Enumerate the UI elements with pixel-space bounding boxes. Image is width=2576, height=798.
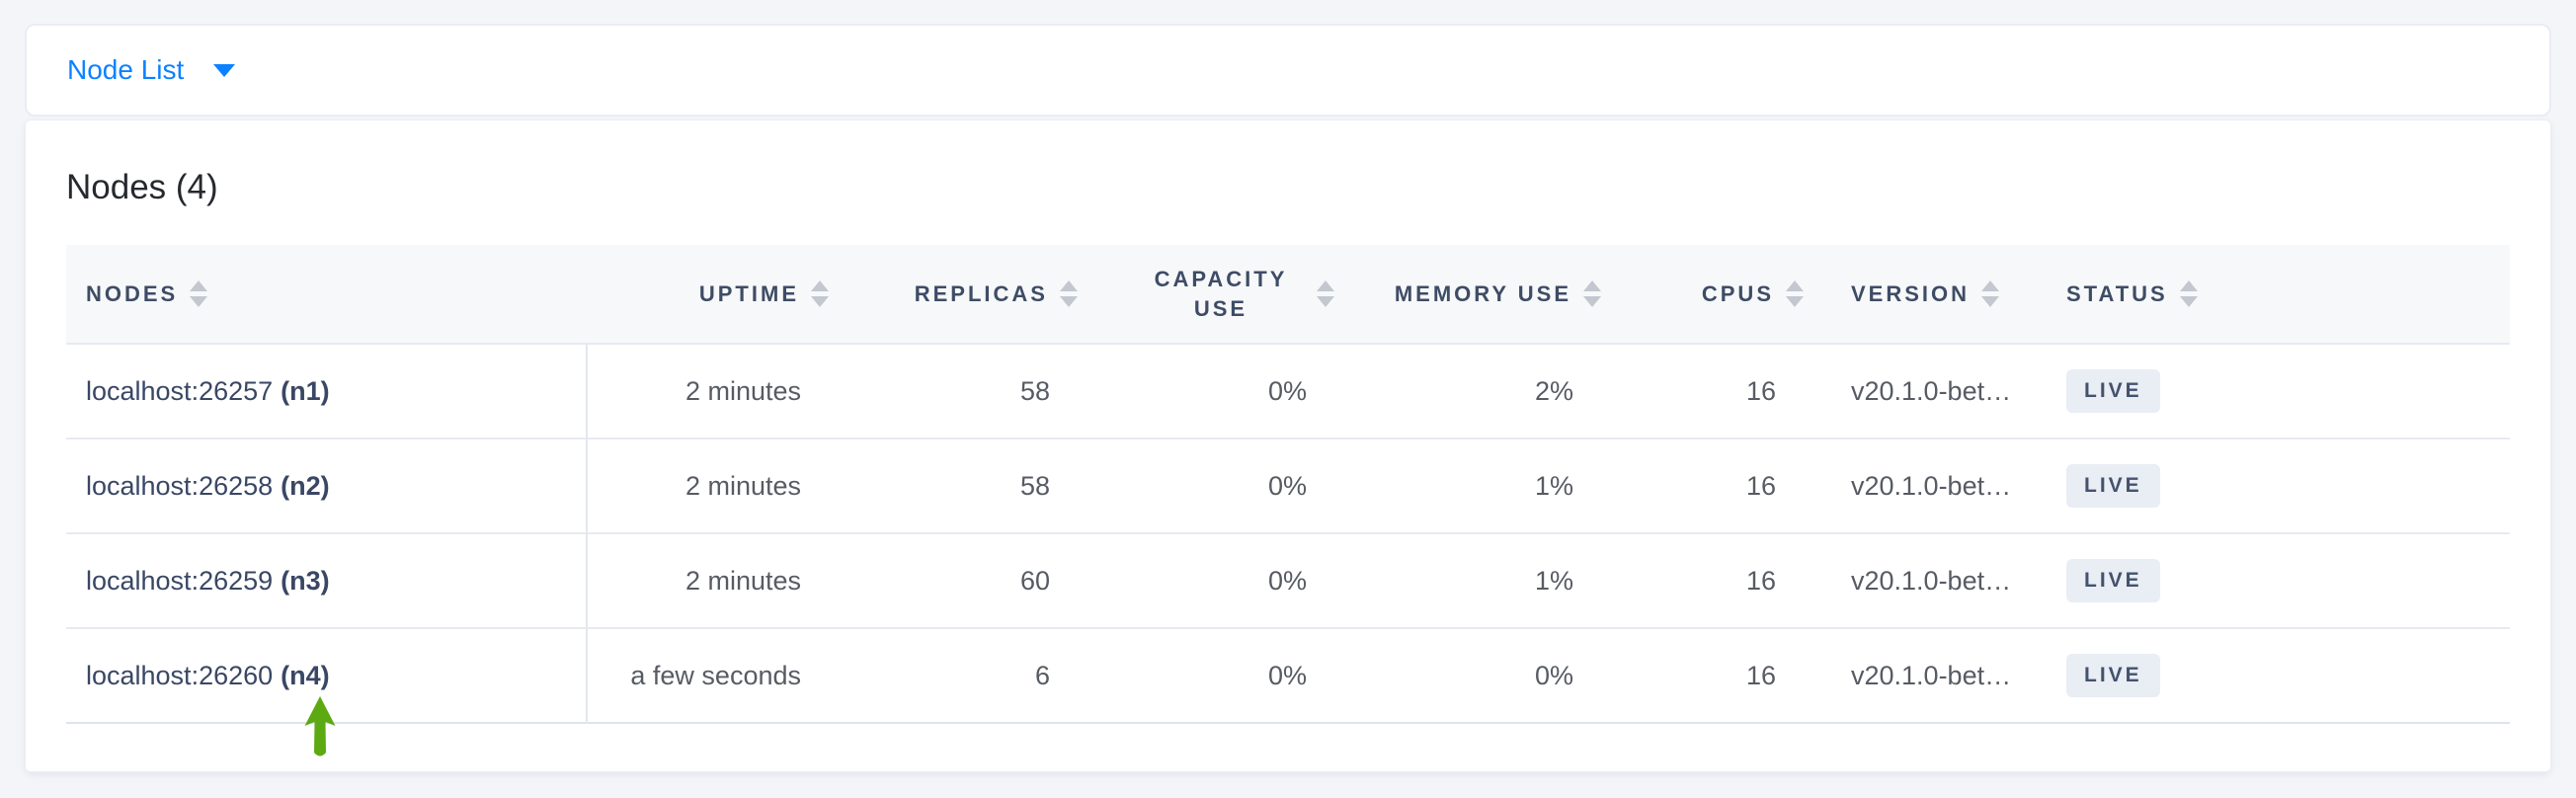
sort-up-triangle-icon xyxy=(811,280,829,291)
sort-up-triangle-icon xyxy=(1583,280,1601,291)
column-header-nodes[interactable]: NODES xyxy=(66,245,587,344)
column-header-cpus[interactable]: CPUS xyxy=(1609,245,1811,344)
column-header-label: STATUS xyxy=(2066,280,2168,306)
node-id: (n3) xyxy=(281,565,330,596)
cell-memory-use: 1% xyxy=(1534,565,1573,596)
annotation-arrow-up-icon xyxy=(304,696,336,757)
cell-version: v20.1.0-bet… xyxy=(1851,375,2012,406)
column-header-uptime[interactable]: UPTIME xyxy=(587,245,837,344)
cell-uptime: 2 minutes xyxy=(684,470,801,501)
sort-down-triangle-icon xyxy=(1981,296,2000,307)
cell-memory-use: 0% xyxy=(1534,660,1573,690)
cell-status: LIVE xyxy=(2054,344,2510,439)
cell-capacity-use: 0% xyxy=(1267,470,1307,501)
column-header-label: CAPACITY USE xyxy=(1154,266,1288,321)
cell-cpus: 16 xyxy=(1745,470,1776,501)
sort-arrows-icon xyxy=(811,280,829,307)
cell-cpus: 16 xyxy=(1745,660,1776,690)
node-id: (n2) xyxy=(281,470,330,501)
cell-cpus: 16 xyxy=(1745,565,1776,596)
table-row[interactable]: localhost:26260 (n4) a few seconds 6 0% 0… xyxy=(66,628,2510,723)
cell-memory-use: 1% xyxy=(1534,470,1573,501)
cell-capacity-use: 0% xyxy=(1267,565,1307,596)
node-address: localhost:26260 xyxy=(86,660,274,690)
node-id: (n1) xyxy=(281,375,330,406)
nodes-table: NODES UPTIME REPLICAS CAPACITY USE xyxy=(66,245,2510,724)
view-selector-dropdown[interactable]: Node List xyxy=(67,54,236,86)
node-id: (n4) xyxy=(281,660,330,690)
cell-node-address: localhost:26259 (n3) xyxy=(66,533,588,628)
sort-arrows-icon xyxy=(1583,280,1601,307)
cell-node-address: localhost:26258 (n2) xyxy=(66,439,588,533)
sort-arrows-icon xyxy=(1060,280,1078,307)
column-header-capacity_use[interactable]: CAPACITY USE xyxy=(1086,245,1342,344)
table-header-row: NODES UPTIME REPLICAS CAPACITY USE xyxy=(66,245,2510,344)
node-address: localhost:26259 xyxy=(86,565,274,596)
cell-capacity-use: 0% xyxy=(1267,375,1307,406)
sort-down-triangle-icon xyxy=(1583,296,1601,307)
column-header-label: CPUS xyxy=(1701,280,1774,306)
column-header-memory_use[interactable]: MEMORY USE xyxy=(1342,245,1609,344)
nodes-panel: Nodes (4) NODES UPTIME REPLICAS xyxy=(25,120,2551,772)
column-header-version[interactable]: VERSION xyxy=(1811,245,2054,344)
sort-down-triangle-icon xyxy=(2179,296,2198,307)
table-row[interactable]: localhost:26259 (n3) 2 minutes 60 0% 1% 1… xyxy=(66,533,2510,628)
sort-arrows-icon xyxy=(190,280,208,307)
sort-down-triangle-icon xyxy=(1786,296,1804,307)
nodes-title: Nodes (4) xyxy=(66,168,218,206)
cell-uptime: 2 minutes xyxy=(684,565,801,596)
cell-capacity-use: 0% xyxy=(1267,660,1307,690)
node-address: localhost:26257 xyxy=(86,375,274,406)
cell-uptime: 2 minutes xyxy=(684,375,801,406)
cell-replicas: 6 xyxy=(1034,660,1050,690)
sort-arrows-icon xyxy=(1981,280,2000,307)
cell-status: LIVE xyxy=(2054,439,2510,533)
cell-version: v20.1.0-bet… xyxy=(1851,565,2012,596)
sort-up-triangle-icon xyxy=(1317,279,1334,291)
sort-up-triangle-icon xyxy=(1060,280,1078,291)
cell-version: v20.1.0-bet… xyxy=(1851,660,2012,690)
cell-node-address: localhost:26260 (n4) xyxy=(66,628,588,723)
cell-replicas: 60 xyxy=(1019,565,1050,596)
node-address: localhost:26258 xyxy=(86,470,274,501)
sort-down-triangle-icon xyxy=(1317,295,1334,307)
column-header-label: REPLICAS xyxy=(914,280,1048,306)
cell-status: LIVE xyxy=(2054,533,2510,628)
status-badge: LIVE xyxy=(2066,654,2160,697)
cell-status: LIVE xyxy=(2054,628,2510,723)
sort-arrows-icon xyxy=(2179,280,2198,307)
column-header-replicas[interactable]: REPLICAS xyxy=(837,245,1086,344)
cell-memory-use: 2% xyxy=(1534,375,1573,406)
table-row[interactable]: localhost:26257 (n1) 2 minutes 58 0% 2% 1… xyxy=(66,344,2510,439)
sort-up-triangle-icon xyxy=(1786,280,1804,291)
sort-up-triangle-icon xyxy=(190,280,208,291)
cell-cpus: 16 xyxy=(1745,375,1776,406)
cell-uptime: a few seconds xyxy=(630,660,801,690)
status-badge: LIVE xyxy=(2066,464,2160,508)
status-badge: LIVE xyxy=(2066,369,2160,413)
view-selector-label: Node List xyxy=(67,54,185,85)
table-row[interactable]: localhost:26258 (n2) 2 minutes 58 0% 1% 1… xyxy=(66,439,2510,533)
sort-down-triangle-icon xyxy=(190,296,208,307)
sort-arrows-icon xyxy=(1786,280,1804,307)
column-header-label: MEMORY USE xyxy=(1394,280,1571,306)
sort-up-triangle-icon xyxy=(2179,280,2198,291)
cell-replicas: 58 xyxy=(1019,470,1050,501)
cell-node-address: localhost:26257 (n1) xyxy=(66,344,588,439)
status-badge: LIVE xyxy=(2066,559,2160,602)
column-header-status[interactable]: STATUS xyxy=(2054,245,2510,344)
sort-down-triangle-icon xyxy=(811,296,829,307)
column-header-label: UPTIME xyxy=(698,280,799,306)
caret-down-icon xyxy=(213,63,236,77)
sort-up-triangle-icon xyxy=(1981,280,2000,291)
column-header-label: NODES xyxy=(86,280,179,306)
sort-down-triangle-icon xyxy=(1060,296,1078,307)
view-selector-bar: Node List xyxy=(25,24,2551,117)
column-header-label: VERSION xyxy=(1851,280,1971,306)
cell-version: v20.1.0-bet… xyxy=(1851,470,2012,501)
cell-replicas: 58 xyxy=(1019,375,1050,406)
sort-arrows-icon xyxy=(1317,279,1334,307)
